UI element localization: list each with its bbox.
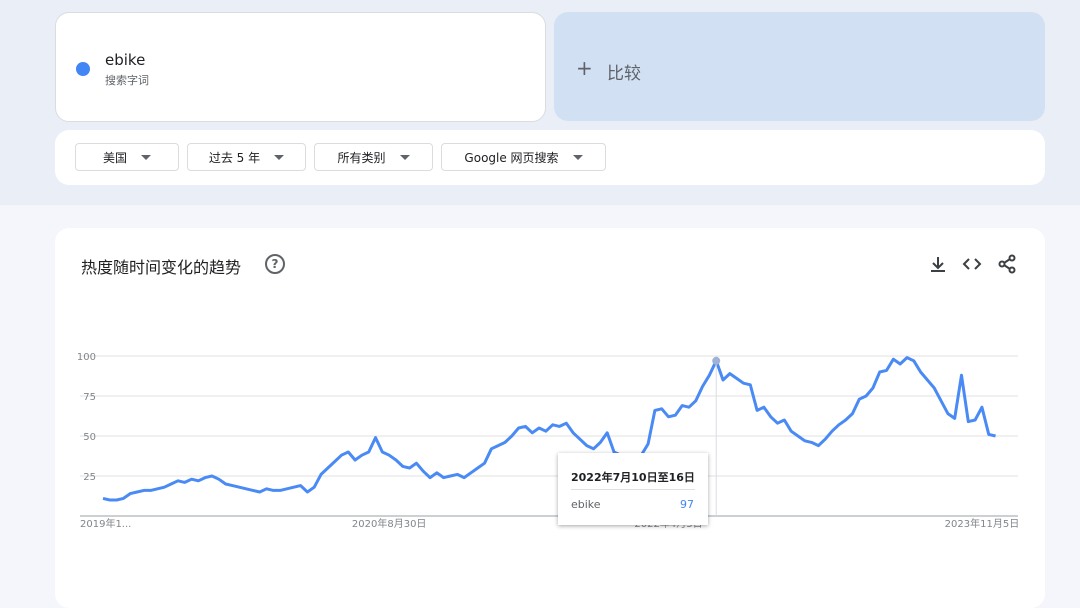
filter-label: 过去 5 年 <box>208 150 261 165</box>
filter-bar <box>55 130 1045 185</box>
compare-label: 比较 <box>607 64 641 84</box>
embed-icon[interactable] <box>962 258 982 270</box>
tooltip-date: 2022年7月10日至16日 <box>571 471 695 484</box>
x-tick-label: 2020年8月30日 <box>352 517 427 530</box>
filter-label: 美国 <box>102 150 127 165</box>
y-tick-label: 25 <box>83 472 96 483</box>
term-dot <box>76 62 90 76</box>
tooltip-divider <box>571 489 695 490</box>
filter[interactable]: 所有类别 <box>314 143 433 171</box>
y-tick-label: 50 <box>83 432 96 443</box>
filter[interactable]: 美国 <box>75 143 179 171</box>
filter[interactable]: 过去 5 年 <box>187 143 306 171</box>
filter[interactable]: Google 网页搜索 <box>441 143 606 171</box>
share-icon[interactable] <box>998 254 1016 274</box>
y-tick-label: 100 <box>77 352 96 363</box>
y-tick-label: 75 <box>83 392 96 403</box>
download-icon[interactable] <box>931 257 945 272</box>
tooltip-series: ebike <box>571 498 601 511</box>
hover-point <box>712 356 721 365</box>
help-icon[interactable]: ? <box>265 254 285 274</box>
plus-icon: + <box>576 56 593 80</box>
filter-label: 所有类别 <box>337 150 386 165</box>
x-tick-label: 2023年11月5日 <box>945 517 1020 530</box>
tooltip-value: 97 <box>680 498 694 511</box>
term-subtitle: 搜索字词 <box>105 74 149 87</box>
trend-line <box>102 356 996 502</box>
filter-label: Google 网页搜索 <box>464 150 559 165</box>
compare-card[interactable]: + 比较 <box>554 12 1045 121</box>
chart-title: 热度随时间变化的趋势 <box>81 258 242 277</box>
x-tick-label: 2019年1... <box>80 517 131 530</box>
chart: 2550751002019年1...2020年8月30日2022年4月3日202… <box>77 254 1020 530</box>
chart-card: 热度随时间变化的趋势 ? <box>55 228 1045 608</box>
tooltip: 2022年7月10日至16日 ebike 97 <box>558 453 708 525</box>
term-card[interactable]: ebike 搜索字词 <box>55 12 546 122</box>
term-name: ebike <box>105 51 146 69</box>
